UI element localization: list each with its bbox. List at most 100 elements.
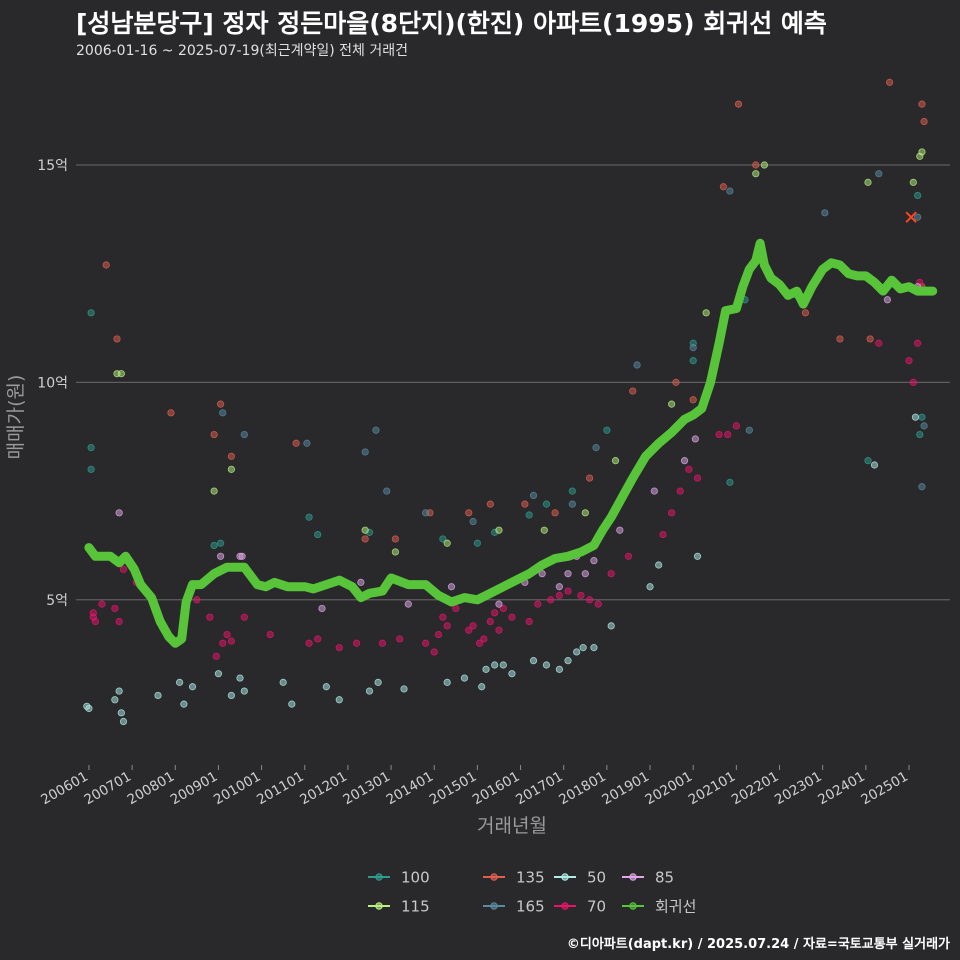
regression-line-layer [84, 238, 938, 648]
data-point-50 [579, 644, 587, 652]
data-point-70 [212, 652, 220, 660]
data-point-50 [564, 657, 572, 665]
x-axis-title: 거래년월 [477, 815, 547, 837]
data-point-115 [760, 161, 769, 169]
data-point-100 [314, 530, 322, 539]
data-point-85 [616, 526, 624, 534]
legend-label: 100 [401, 869, 430, 887]
data-point-85 [691, 435, 699, 443]
data-point-115 [611, 457, 620, 465]
legend-swatch-dot [561, 902, 569, 910]
data-point-135 [216, 400, 225, 408]
data-point-70 [659, 530, 667, 539]
data-point-135 [210, 430, 218, 439]
data-point-70 [91, 617, 100, 626]
data-point-100 [87, 309, 95, 317]
x-tick-label: 200601 [38, 769, 91, 809]
data-point-85 [404, 600, 412, 608]
data-point-70 [266, 630, 274, 639]
data-point-100 [916, 430, 924, 439]
data-point-70 [335, 644, 343, 652]
data-point-50 [590, 644, 598, 652]
data-point-115 [361, 526, 369, 534]
data-point-165 [726, 187, 734, 195]
data-point-70 [499, 604, 507, 613]
data-point-50 [188, 683, 197, 691]
data-point-135 [465, 509, 473, 517]
data-point-70 [914, 339, 922, 347]
data-point-115 [495, 526, 503, 534]
data-point-50 [154, 691, 162, 700]
data-point-135 [292, 439, 300, 447]
data-point-70 [305, 639, 313, 647]
data-point-70 [227, 637, 235, 645]
data-point-165 [914, 213, 922, 221]
data-point-50 [85, 704, 93, 713]
data-point-50 [646, 583, 654, 591]
legend-swatch-dot [629, 902, 637, 910]
data-point-135 [885, 78, 894, 86]
data-point-135 [113, 335, 121, 343]
data-point-135 [361, 535, 369, 543]
data-point-85 [238, 552, 246, 560]
data-point-115 [540, 526, 548, 534]
data-point-70 [111, 604, 119, 613]
data-point-70 [452, 604, 460, 613]
chart-caption: ©디아파트(dapt.kr) / 2025.07.24 / 자료=국토교통부 실… [566, 937, 950, 952]
data-point-50 [214, 670, 223, 678]
data-point-70 [909, 378, 917, 386]
data-point-100 [542, 500, 551, 508]
data-point-135 [227, 452, 235, 460]
data-point-70 [508, 613, 516, 621]
data-point-50 [288, 700, 296, 708]
data-point-70 [905, 357, 913, 365]
data-point-165 [219, 409, 227, 417]
data-point-100 [305, 513, 313, 521]
legend-label: 115 [401, 898, 430, 916]
x-tick-label: 202201 [729, 769, 782, 809]
x-tick-label: 201701 [513, 769, 566, 809]
x-tick-label: 201001 [211, 769, 264, 809]
data-point-85 [538, 570, 546, 578]
data-point-115 [916, 152, 924, 160]
data-point-135 [391, 535, 399, 543]
data-point-135 [102, 261, 110, 269]
x-tick-label: 201101 [254, 769, 307, 809]
data-point-50 [117, 709, 125, 717]
data-point-115 [227, 465, 235, 473]
data-point-135 [920, 117, 928, 126]
data-point-70 [676, 487, 684, 495]
x-tick-label: 201401 [384, 769, 437, 809]
data-point-165 [303, 439, 311, 447]
data-point-85 [581, 570, 589, 578]
data-point-70 [491, 609, 499, 617]
data-point-85 [555, 583, 563, 591]
legend-swatch-dot [490, 873, 498, 881]
data-point-50 [911, 413, 920, 421]
data-point-85 [680, 457, 689, 465]
data-point-70 [586, 596, 594, 604]
data-point-165 [383, 487, 391, 495]
data-point-165 [689, 344, 697, 352]
data-point-70 [577, 591, 585, 600]
data-point-70 [715, 430, 723, 439]
regression-line [84, 238, 938, 648]
data-point-135 [689, 396, 697, 404]
data-point-50 [115, 687, 123, 695]
data-point-70 [223, 630, 231, 639]
data-point-115 [210, 487, 218, 495]
x-tick-label: 201201 [297, 769, 350, 809]
data-point-135 [719, 183, 728, 191]
data-point-165 [372, 426, 380, 434]
data-point-85 [650, 487, 658, 495]
data-point-70 [607, 570, 615, 578]
chart-subtitle: 2006-01-16 ~ 2025-07-19(최근계약일) 전체 거래건 [76, 43, 408, 59]
data-point-50 [491, 661, 499, 669]
data-point-165 [361, 448, 369, 456]
data-point-50 [607, 622, 615, 630]
x-tick-label: 200901 [168, 769, 221, 809]
data-point-70 [685, 465, 693, 473]
data-point-70 [396, 635, 404, 643]
data-point-135 [734, 100, 743, 108]
legend-swatch-dot [490, 902, 498, 910]
